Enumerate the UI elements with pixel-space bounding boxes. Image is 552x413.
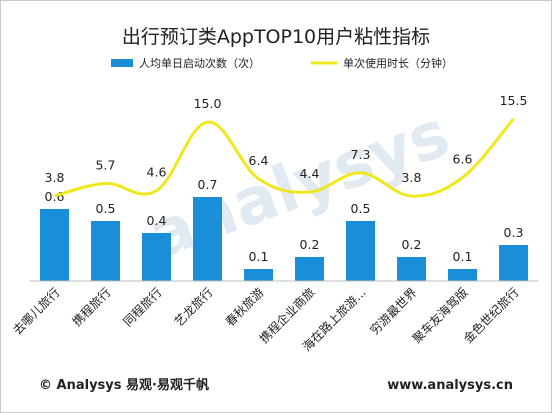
category-label: 春秋旅游 bbox=[223, 285, 267, 329]
line-value-label: 7.3 bbox=[351, 147, 371, 162]
legend-line-label: 单次使用时长（分钟） bbox=[343, 56, 453, 70]
category-label: 艺龙旅行 bbox=[172, 285, 216, 329]
legend: 人均单日启动次数（次） 单次使用时长（分钟） bbox=[111, 56, 453, 70]
line-series: 3.8 5.7 4.6 15.0 6.4 4.4 7.3 3.8 6.6 15.5 bbox=[45, 93, 528, 198]
bar bbox=[91, 221, 120, 281]
bar bbox=[346, 221, 375, 281]
bar-value-label: 0.4 bbox=[147, 213, 167, 228]
bar-value-label: 0.2 bbox=[300, 237, 320, 252]
bar-value-label: 0.1 bbox=[453, 249, 473, 264]
line-value-label: 4.4 bbox=[300, 166, 320, 181]
line-value-label: 3.8 bbox=[402, 170, 422, 185]
legend-bar-swatch bbox=[111, 59, 133, 67]
line-value-label: 15.0 bbox=[194, 96, 222, 111]
bar-series: 0.6 0.5 0.4 0.7 0.1 0.2 0.5 0.2 0.1 0.3 bbox=[40, 177, 528, 281]
footer-copyright: © Analysys 易观·易观千帆 bbox=[39, 377, 209, 393]
chart-title: 出行预订类AppTOP10用户粘性指标 bbox=[122, 26, 430, 48]
bar bbox=[244, 269, 273, 281]
bar bbox=[499, 245, 528, 281]
category-label: 携程旅行 bbox=[69, 285, 114, 330]
bar-value-label: 0.3 bbox=[504, 225, 524, 240]
line-value-label: 4.6 bbox=[147, 165, 167, 180]
line-value-label: 6.6 bbox=[453, 152, 473, 167]
bar bbox=[448, 269, 477, 281]
bar-value-label: 0.1 bbox=[249, 249, 269, 264]
bar bbox=[295, 257, 324, 281]
line-value-label: 5.7 bbox=[96, 158, 116, 173]
category-label: 金色世纪旅行 bbox=[460, 285, 522, 347]
line-path bbox=[54, 117, 515, 198]
bar-value-label: 0.5 bbox=[96, 201, 116, 216]
footer-website: www.analysys.cn bbox=[387, 378, 513, 393]
bar-value-label: 0.5 bbox=[351, 201, 371, 216]
bar-value-label: 0.6 bbox=[45, 189, 65, 204]
category-label: 去哪儿旅行 bbox=[10, 285, 62, 337]
legend-bar-label: 人均单日启动次数（次） bbox=[139, 56, 260, 70]
category-labels: 去哪儿旅行 携程旅行 同程旅行 艺龙旅行 春秋旅游携程企业商旅海在路上旅游...穷游最世… bbox=[10, 285, 521, 355]
bar bbox=[40, 209, 69, 281]
bar bbox=[397, 257, 426, 281]
bar bbox=[142, 233, 171, 281]
category-label: 同程旅行 bbox=[120, 285, 165, 330]
category-label: 穷游最世界 bbox=[367, 285, 420, 338]
bar bbox=[193, 197, 222, 281]
line-value-label: 3.8 bbox=[45, 170, 65, 185]
line-value-label: 15.5 bbox=[500, 93, 528, 108]
bar-value-label: 0.7 bbox=[198, 177, 218, 192]
line-value-label: 6.4 bbox=[249, 153, 269, 168]
bar-value-label: 0.2 bbox=[402, 237, 422, 252]
